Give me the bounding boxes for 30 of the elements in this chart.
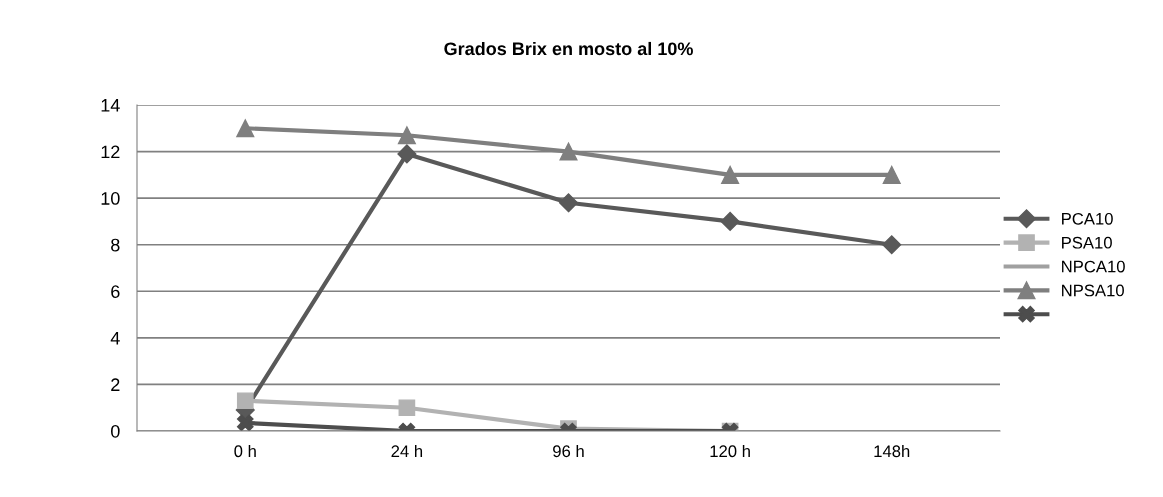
legend-label: NPSA10 xyxy=(1062,284,1124,297)
point xyxy=(882,165,901,184)
point xyxy=(720,211,740,231)
point xyxy=(397,144,417,164)
y-tick-label: 10 xyxy=(101,192,120,205)
chart-title: Grados Brix en mosto al 10% xyxy=(444,41,693,56)
point xyxy=(236,414,254,431)
point xyxy=(559,142,578,161)
point xyxy=(397,126,416,145)
y-tick-label: 2 xyxy=(111,378,120,391)
point xyxy=(882,235,902,255)
y-tick-label: 6 xyxy=(111,285,120,299)
legend-label: PSA10 xyxy=(1062,236,1112,249)
point xyxy=(721,165,740,184)
point xyxy=(558,193,579,213)
x-tick-label: 148h xyxy=(874,444,910,458)
legend-label: NPCA10 xyxy=(1062,260,1125,273)
point xyxy=(236,119,255,138)
y-tick-label: 4 xyxy=(110,331,120,345)
y-tick-label: 12 xyxy=(101,145,120,159)
x-tick-label: 24 h xyxy=(391,444,423,457)
y-tick-label: 14 xyxy=(101,99,120,112)
y-tick-label: 0 xyxy=(111,424,120,438)
point xyxy=(236,392,254,410)
legend-label: PCA10 xyxy=(1062,212,1113,225)
x-tick-label: 120 h xyxy=(710,444,750,458)
y-tick-label: 8 xyxy=(111,238,120,252)
x-tick-label: 0 h xyxy=(234,444,256,458)
point xyxy=(398,399,416,417)
x-tick-label: 96 h xyxy=(553,444,584,458)
